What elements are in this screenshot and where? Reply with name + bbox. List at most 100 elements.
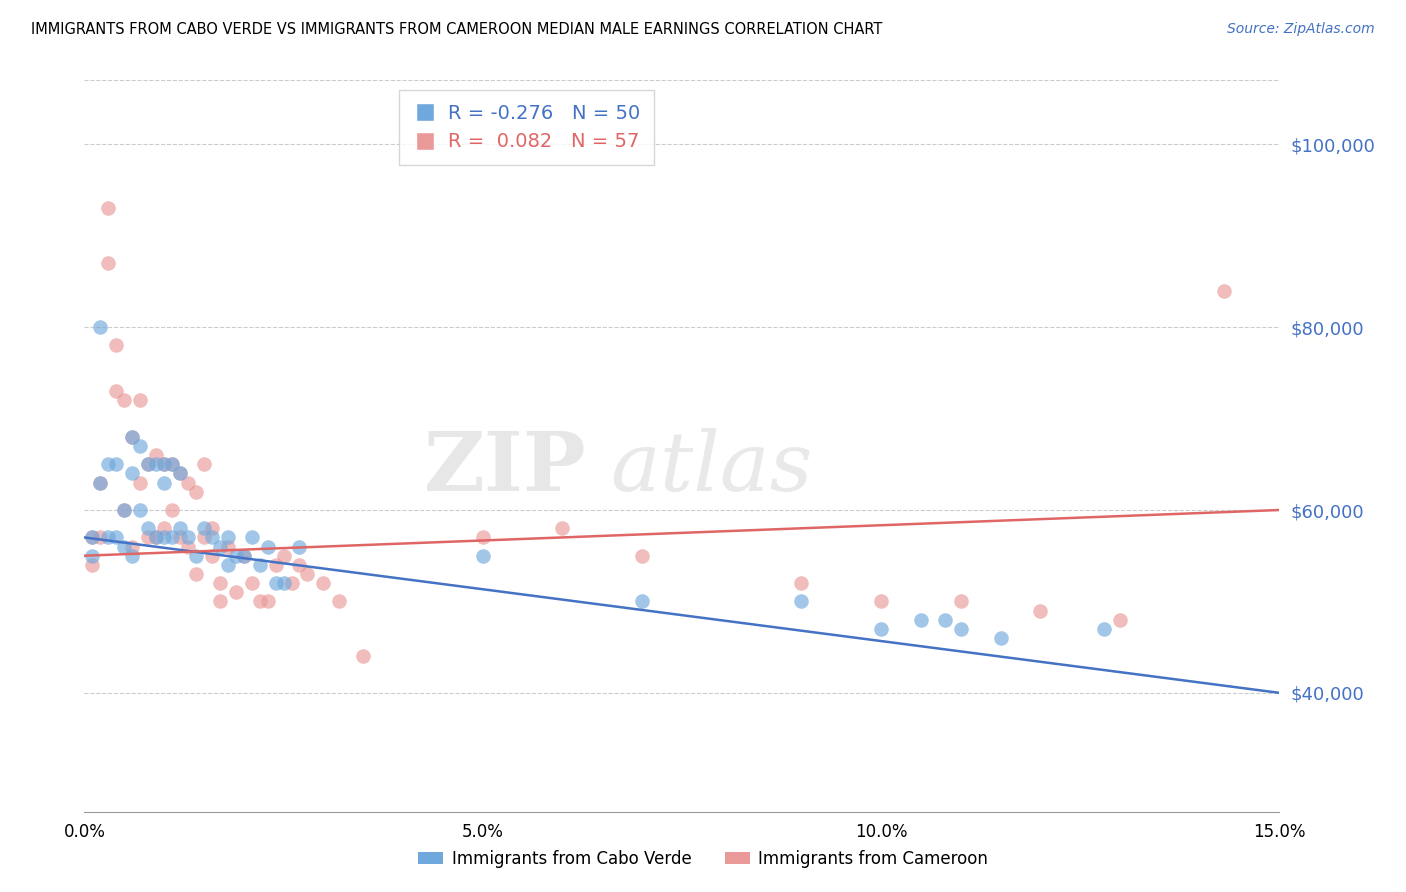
Immigrants from Cameroon [1109, 613, 1132, 627]
Immigrants from Cameroon [112, 393, 135, 408]
Immigrants from Cameroon [471, 530, 494, 544]
Immigrants from Cameroon [136, 457, 159, 471]
Immigrants from Cameroon [232, 549, 254, 563]
Immigrants from Cameroon [1212, 284, 1234, 298]
Text: Source: ZipAtlas.com: Source: ZipAtlas.com [1227, 22, 1375, 37]
Immigrants from Cameroon [129, 393, 152, 408]
Immigrants from Cameroon [1029, 603, 1052, 617]
Immigrants from Cabo Verde [97, 530, 120, 544]
Immigrants from Cabo Verde [910, 613, 932, 627]
Immigrants from Cameroon [264, 558, 287, 572]
Immigrants from Cabo Verde [89, 475, 111, 490]
Immigrants from Cameroon [193, 457, 215, 471]
Immigrants from Cabo Verde [145, 530, 167, 544]
Immigrants from Cabo Verde [136, 457, 159, 471]
Immigrants from Cabo Verde [273, 576, 295, 591]
Immigrants from Cabo Verde [870, 622, 893, 636]
Immigrants from Cameroon [217, 540, 239, 554]
Immigrants from Cameroon [328, 594, 350, 608]
Immigrants from Cabo Verde [264, 576, 287, 591]
Immigrants from Cabo Verde [105, 457, 128, 471]
Immigrants from Cameroon [208, 594, 231, 608]
Legend: Immigrants from Cabo Verde, Immigrants from Cameroon: Immigrants from Cabo Verde, Immigrants f… [412, 844, 994, 875]
Immigrants from Cabo Verde [249, 558, 271, 572]
Immigrants from Cameroon [870, 594, 893, 608]
Text: ZIP: ZIP [423, 428, 586, 508]
Immigrants from Cameroon [177, 475, 200, 490]
Immigrants from Cameroon [225, 585, 247, 599]
Immigrants from Cameroon [280, 576, 302, 591]
Immigrants from Cabo Verde [240, 530, 263, 544]
Immigrants from Cabo Verde [990, 631, 1012, 645]
Immigrants from Cabo Verde [121, 467, 143, 481]
Immigrants from Cameroon [273, 549, 295, 563]
Immigrants from Cabo Verde [1092, 622, 1115, 636]
Immigrants from Cameroon [208, 576, 231, 591]
Immigrants from Cabo Verde [82, 549, 104, 563]
Immigrants from Cameroon [551, 521, 574, 535]
Immigrants from Cabo Verde [97, 457, 120, 471]
Immigrants from Cabo Verde [256, 540, 278, 554]
Immigrants from Cabo Verde [169, 521, 191, 535]
Immigrants from Cabo Verde [105, 530, 128, 544]
Immigrants from Cameroon [82, 558, 104, 572]
Immigrants from Cameroon [97, 256, 120, 270]
Immigrants from Cameroon [121, 430, 143, 444]
Immigrants from Cameroon [240, 576, 263, 591]
Immigrants from Cabo Verde [177, 530, 200, 544]
Immigrants from Cabo Verde [129, 439, 152, 453]
Immigrants from Cabo Verde [169, 467, 191, 481]
Immigrants from Cabo Verde [790, 594, 813, 608]
Immigrants from Cameroon [153, 457, 176, 471]
Immigrants from Cameroon [288, 558, 311, 572]
Immigrants from Cameroon [352, 649, 374, 664]
Immigrants from Cameroon [184, 484, 207, 499]
Immigrants from Cabo Verde [136, 521, 159, 535]
Immigrants from Cabo Verde [153, 475, 176, 490]
Immigrants from Cameroon [184, 567, 207, 582]
Immigrants from Cameroon [129, 475, 152, 490]
Immigrants from Cameroon [97, 201, 120, 215]
Immigrants from Cabo Verde [184, 549, 207, 563]
Immigrants from Cabo Verde [471, 549, 494, 563]
Immigrants from Cameroon [201, 521, 224, 535]
Immigrants from Cabo Verde [193, 521, 215, 535]
Immigrants from Cabo Verde [217, 530, 239, 544]
Immigrants from Cameroon [136, 530, 159, 544]
Immigrants from Cameroon [312, 576, 335, 591]
Immigrants from Cameroon [145, 448, 167, 462]
Immigrants from Cameroon [631, 549, 654, 563]
Immigrants from Cameroon [105, 338, 128, 352]
Immigrants from Cameroon [160, 457, 183, 471]
Immigrants from Cameroon [201, 549, 224, 563]
Immigrants from Cameroon [790, 576, 813, 591]
Immigrants from Cabo Verde [208, 540, 231, 554]
Immigrants from Cabo Verde [160, 530, 183, 544]
Immigrants from Cameroon [249, 594, 271, 608]
Legend: R = -0.276   N = 50, R =  0.082   N = 57: R = -0.276 N = 50, R = 0.082 N = 57 [399, 90, 654, 165]
Immigrants from Cameroon [89, 530, 111, 544]
Immigrants from Cabo Verde [631, 594, 654, 608]
Immigrants from Cameroon [153, 521, 176, 535]
Immigrants from Cabo Verde [121, 430, 143, 444]
Immigrants from Cabo Verde [112, 540, 135, 554]
Immigrants from Cameroon [145, 530, 167, 544]
Immigrants from Cabo Verde [949, 622, 972, 636]
Immigrants from Cameroon [169, 467, 191, 481]
Immigrants from Cabo Verde [160, 457, 183, 471]
Immigrants from Cameroon [105, 384, 128, 398]
Immigrants from Cabo Verde [129, 503, 152, 517]
Immigrants from Cabo Verde [201, 530, 224, 544]
Immigrants from Cabo Verde [288, 540, 311, 554]
Immigrants from Cameroon [121, 540, 143, 554]
Immigrants from Cameroon [297, 567, 319, 582]
Immigrants from Cameroon [82, 530, 104, 544]
Immigrants from Cabo Verde [934, 613, 956, 627]
Immigrants from Cameroon [256, 594, 278, 608]
Immigrants from Cabo Verde [121, 549, 143, 563]
Text: IMMIGRANTS FROM CABO VERDE VS IMMIGRANTS FROM CAMEROON MEDIAN MALE EARNINGS CORR: IMMIGRANTS FROM CABO VERDE VS IMMIGRANTS… [31, 22, 883, 37]
Immigrants from Cameroon [177, 540, 200, 554]
Immigrants from Cabo Verde [225, 549, 247, 563]
Immigrants from Cabo Verde [217, 558, 239, 572]
Immigrants from Cameroon [160, 503, 183, 517]
